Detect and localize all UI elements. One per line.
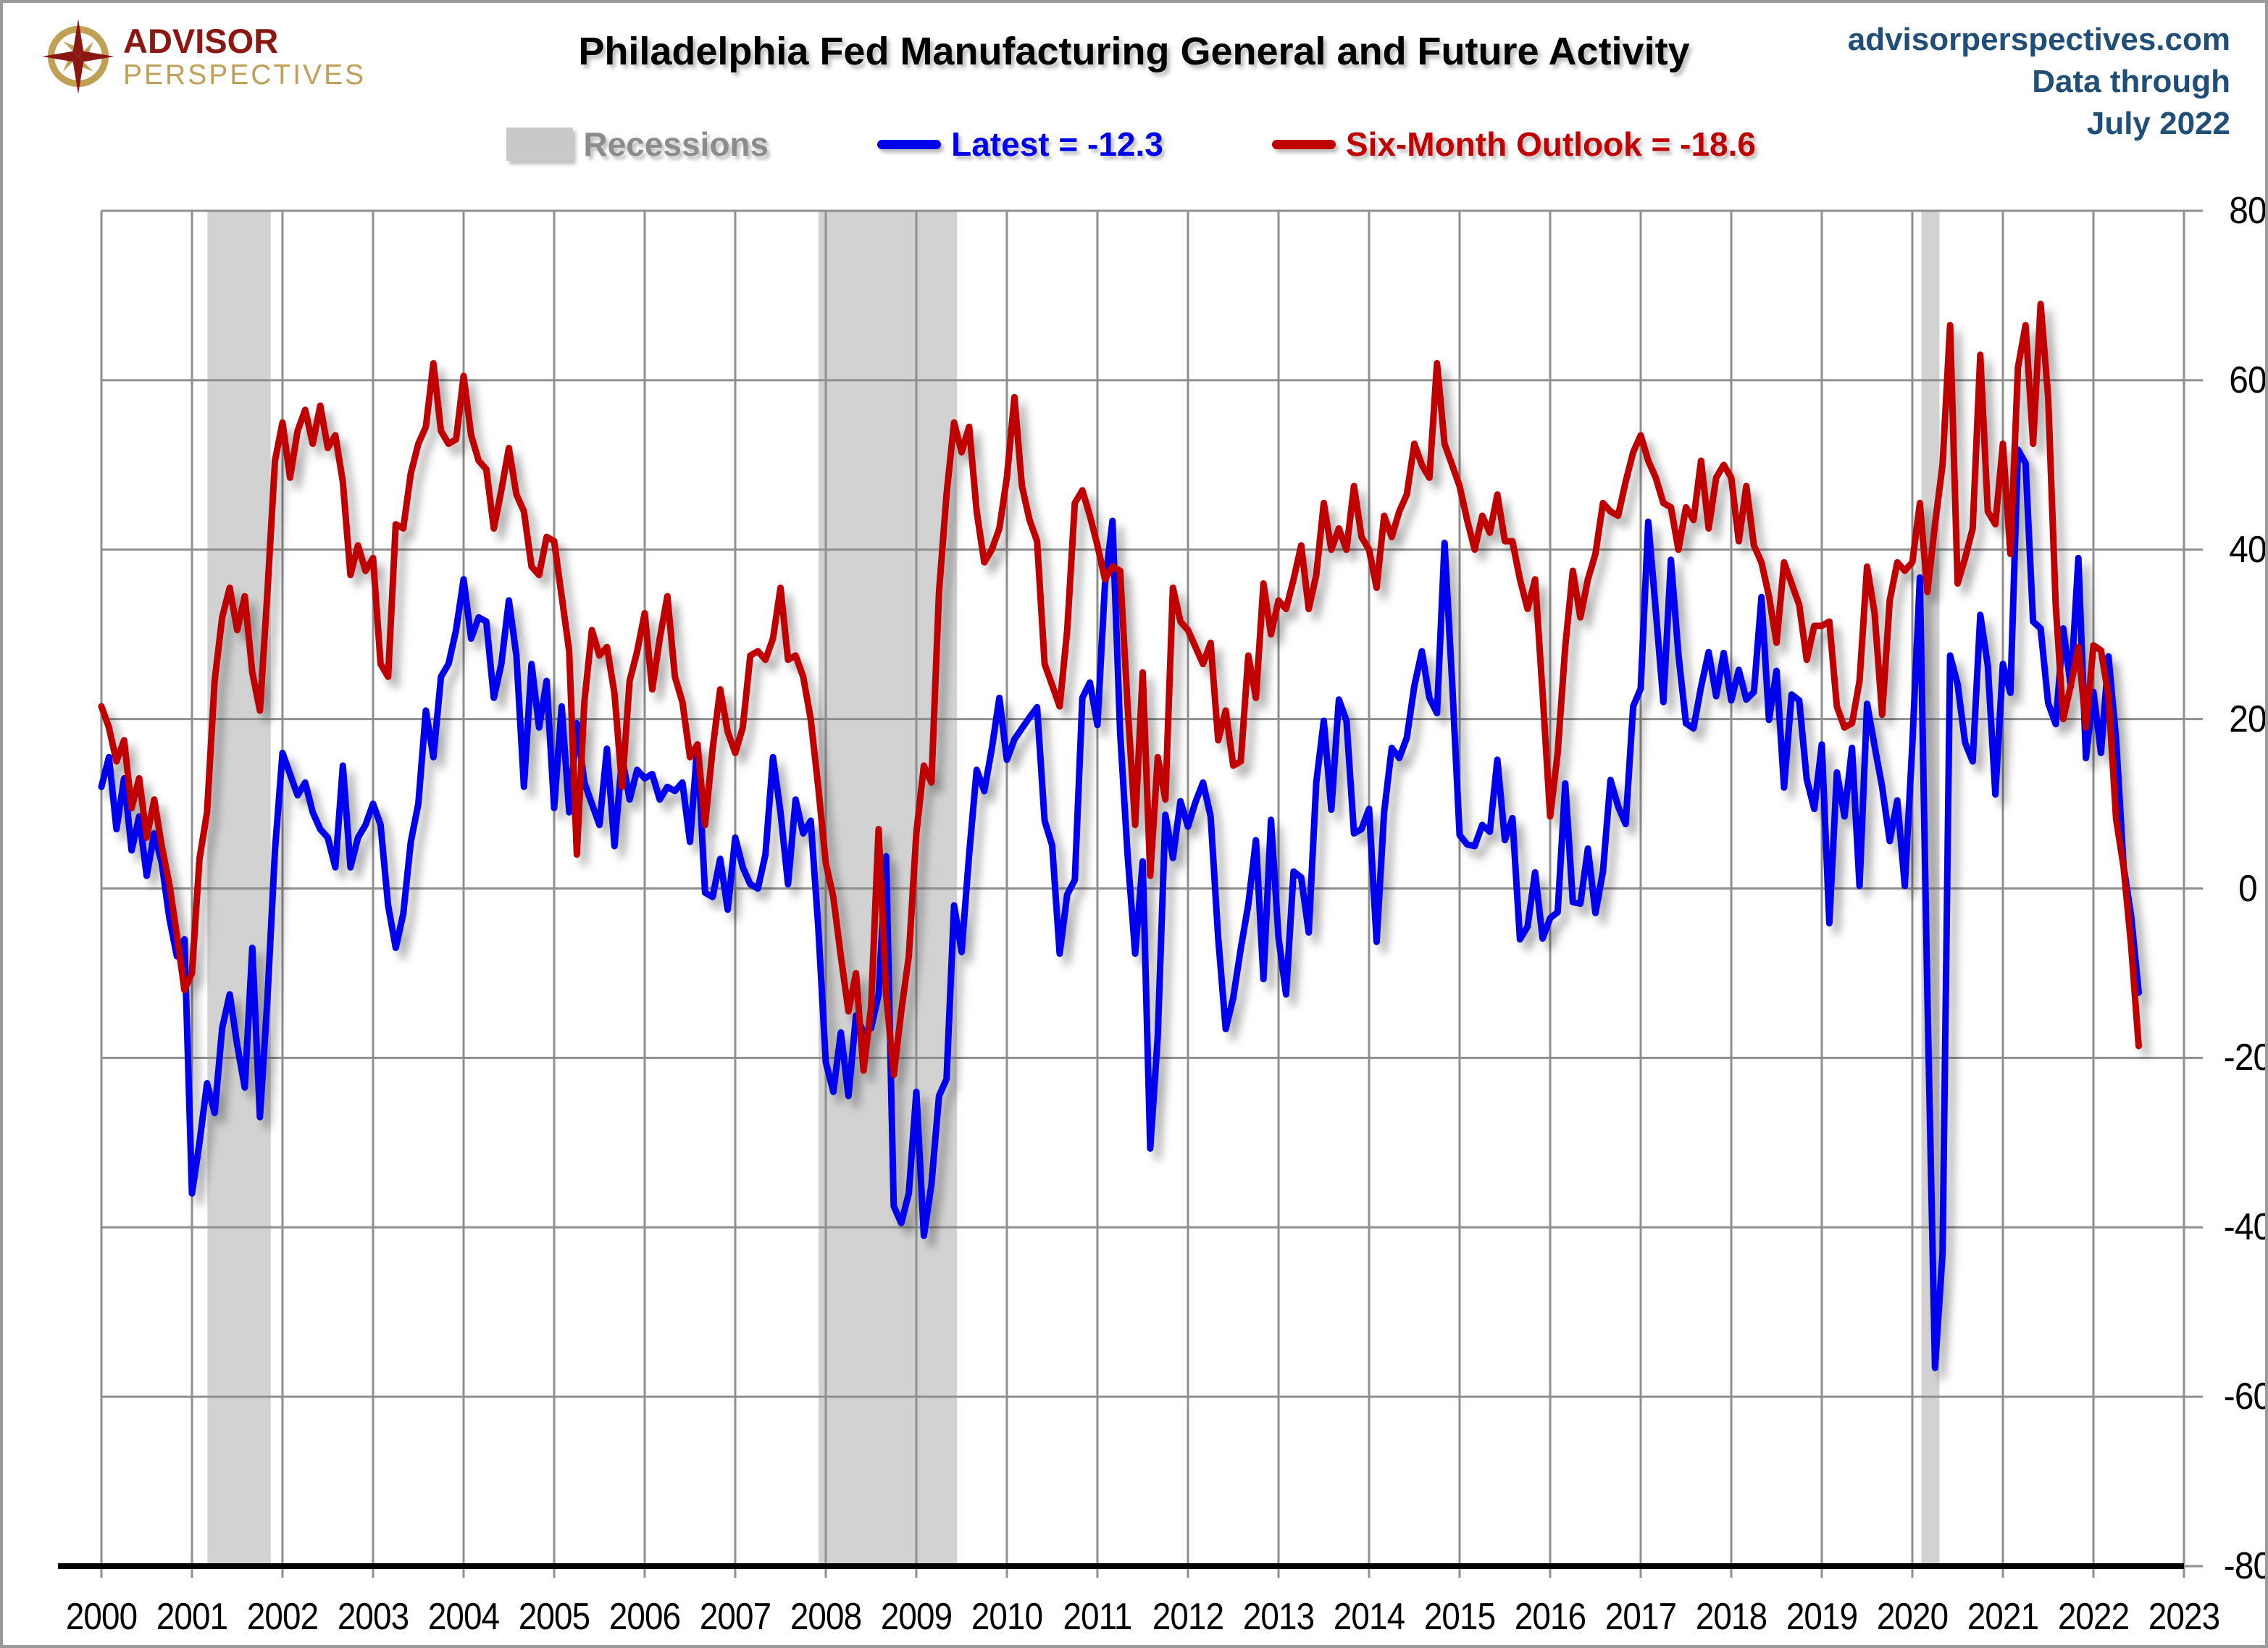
y-tick-label: -60 <box>2223 1376 2268 1418</box>
outlook-line-swatch <box>1271 139 1336 149</box>
source-data-through: Data through <box>2032 64 2230 100</box>
legend-item-recessions: Recessions <box>506 125 769 164</box>
source-date: July 2022 <box>2086 106 2230 142</box>
logo-text-perspectives: PERSPECTIVES <box>123 59 367 91</box>
x-tick-label: 2007 <box>699 1596 771 1638</box>
series-latest <box>98 446 2142 1371</box>
legend-label-latest: Latest = -12.3 <box>951 125 1163 163</box>
x-tick-label: 2022 <box>2057 1596 2130 1638</box>
x-tick-label: 2005 <box>518 1596 590 1638</box>
x-tick-label: 2008 <box>790 1596 862 1638</box>
x-tick-label: 2016 <box>1514 1596 1586 1638</box>
legend-label-outlook: Six-Month Outlook = -18.6 <box>1345 125 1756 163</box>
x-tick-label: 2020 <box>1876 1596 1949 1638</box>
x-tick-label: 2003 <box>337 1596 409 1638</box>
x-tick-label: 2010 <box>971 1596 1043 1638</box>
advisor-perspectives-logo: ADVISOR PERSPECTIVES <box>41 19 366 94</box>
source-block: advisorperspectives.com Data through Jul… <box>1848 19 2230 145</box>
legend-item-outlook: Six-Month Outlook = -18.6 <box>1271 125 1756 164</box>
y-tick-label: 0 <box>2238 867 2258 910</box>
y-tick-label: -40 <box>2223 1206 2268 1249</box>
source-site: advisorperspectives.com <box>1847 22 2230 57</box>
x-tick-label: 2009 <box>880 1596 953 1638</box>
x-tick-label: 2014 <box>1333 1596 1405 1638</box>
x-tick-label: 2012 <box>1152 1596 1224 1638</box>
page-title: Philadelphia Fed Manufacturing General a… <box>578 30 1690 73</box>
recession-swatch <box>506 127 574 161</box>
x-tick-label: 2004 <box>427 1596 500 1638</box>
x-tick-label: 2000 <box>65 1596 138 1638</box>
x-tick-label: 2018 <box>1695 1596 1767 1638</box>
latest-line-swatch <box>877 139 942 149</box>
legend: Recessions Latest = -12.3 Six-Month Outl… <box>3 125 1756 164</box>
x-tick-label: 2017 <box>1604 1596 1677 1638</box>
logo-text-advisor: ADVISOR <box>123 22 279 60</box>
y-tick-label: 80 <box>2229 190 2267 232</box>
series-six-month-outlook <box>98 301 2142 1079</box>
x-tick-label: 2006 <box>608 1596 681 1638</box>
legend-item-latest: Latest = -12.3 <box>877 125 1163 164</box>
y-tick-label: 20 <box>2229 698 2267 740</box>
y-tick-label: -20 <box>2223 1037 2268 1079</box>
y-tick-label: -80 <box>2223 1545 2268 1587</box>
x-tick-label: 2023 <box>2148 1596 2220 1638</box>
x-tick-label: 2002 <box>246 1596 319 1638</box>
x-tick-label: 2011 <box>1063 1596 1133 1638</box>
x-tick-label: 2015 <box>1423 1596 1496 1638</box>
compass-star-icon <box>42 19 114 94</box>
x-tick-label: 2021 <box>1967 1596 2039 1638</box>
x-tick-label: 2019 <box>1786 1596 1858 1638</box>
y-tick-label: 40 <box>2229 528 2267 571</box>
y-tick-label: 60 <box>2229 359 2267 401</box>
x-tick-label: 2013 <box>1242 1596 1315 1638</box>
x-tick-label: 2001 <box>156 1596 228 1638</box>
plot-area <box>3 3 2265 1645</box>
legend-label-recessions: Recessions <box>583 125 769 163</box>
